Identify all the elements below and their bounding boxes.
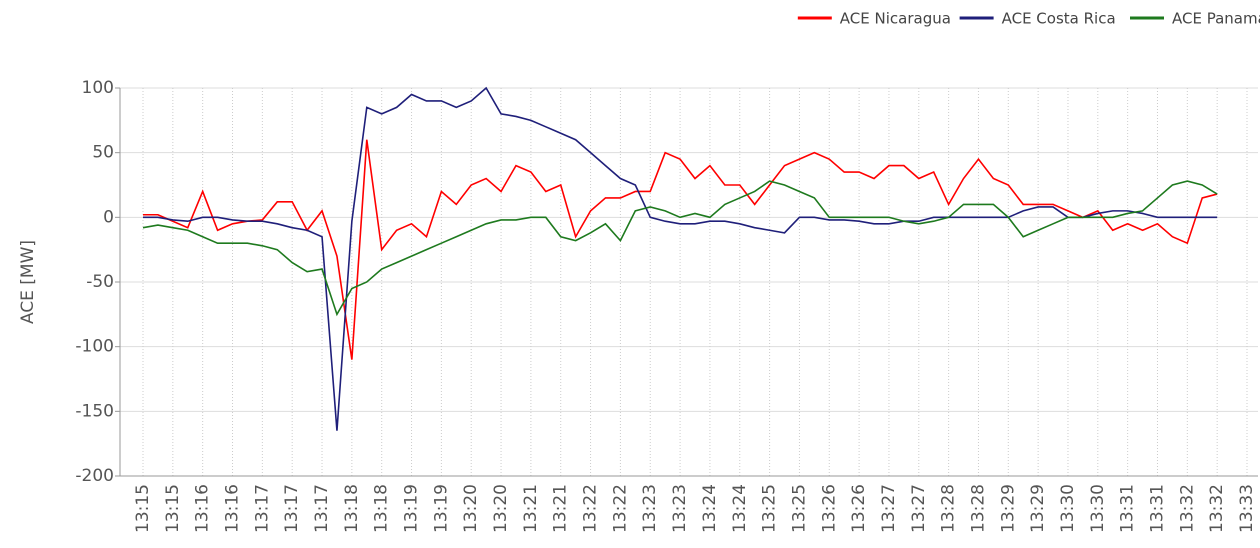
legend-label: ACE Nicaragua — [840, 10, 951, 28]
x-tick-label: 13:18 — [342, 484, 362, 533]
y-tick-label: -100 — [75, 337, 114, 357]
series-line — [143, 86, 1218, 431]
x-tick-label: 13:17 — [312, 484, 332, 533]
x-tick-label: 13:23 — [640, 484, 660, 533]
x-tick-label: 13:25 — [760, 484, 780, 533]
x-tick-label: 13:31 — [1118, 484, 1138, 533]
x-tick-label: 13:18 — [372, 484, 392, 533]
y-tick-label: -50 — [86, 272, 114, 292]
x-tick-label: 13:20 — [461, 484, 481, 533]
y-axis-label: ACE [MW] — [18, 240, 38, 324]
x-tick-label: 13:27 — [879, 484, 899, 533]
x-tick-label: 13:27 — [909, 484, 929, 533]
x-tick-label: 13:28 — [939, 484, 959, 533]
x-tick-label: 13:24 — [730, 484, 750, 533]
series-line — [143, 139, 1218, 360]
x-tick-label: 13:26 — [849, 484, 869, 533]
x-tick-label: 13:17 — [252, 484, 272, 533]
x-tick-label: 13:15 — [163, 484, 183, 533]
x-tick-label: 13:29 — [998, 484, 1018, 533]
x-tick-label: 13:32 — [1207, 484, 1227, 533]
x-tick-label: 13:24 — [700, 484, 720, 533]
x-tick-label: 13:30 — [1058, 484, 1078, 533]
x-tick-label: 13:22 — [581, 484, 601, 533]
x-tick-label: 13:20 — [491, 484, 511, 533]
y-tick-label: 100 — [82, 78, 114, 98]
x-tick-label: 13:16 — [223, 484, 243, 533]
x-tick-label: 13:16 — [193, 484, 213, 533]
x-tick-label: 13:32 — [1177, 484, 1197, 533]
x-tick-label: 13:15 — [133, 484, 153, 533]
x-tick-label: 13:25 — [789, 484, 809, 533]
x-tick-label: 13:17 — [282, 484, 302, 533]
series-line — [142, 180, 1218, 317]
x-tick-label: 13:29 — [1028, 484, 1048, 533]
y-tick-label: 0 — [103, 207, 114, 227]
x-tick-label: 13:21 — [521, 484, 541, 533]
legend-label: ACE Costa Rica — [1002, 10, 1116, 28]
y-tick-label: -150 — [75, 401, 114, 421]
x-tick-label: 13:26 — [819, 484, 839, 533]
x-tick-label: 13:21 — [551, 484, 571, 533]
x-tick-label: 13:19 — [402, 484, 422, 533]
x-tick-label: 13:31 — [1147, 484, 1167, 533]
x-tick-label: 13:22 — [610, 484, 630, 533]
y-tick-label: -200 — [75, 466, 114, 486]
x-tick-label: 13:28 — [968, 484, 988, 533]
x-tick-label: 13:23 — [670, 484, 690, 533]
y-tick-label: 50 — [92, 143, 114, 163]
x-tick-label: 13:19 — [431, 484, 451, 533]
legend-label: ACE Panama — [1172, 10, 1260, 28]
x-tick-label: 13:33 — [1237, 484, 1257, 533]
x-tick-label: 13:30 — [1088, 484, 1108, 533]
